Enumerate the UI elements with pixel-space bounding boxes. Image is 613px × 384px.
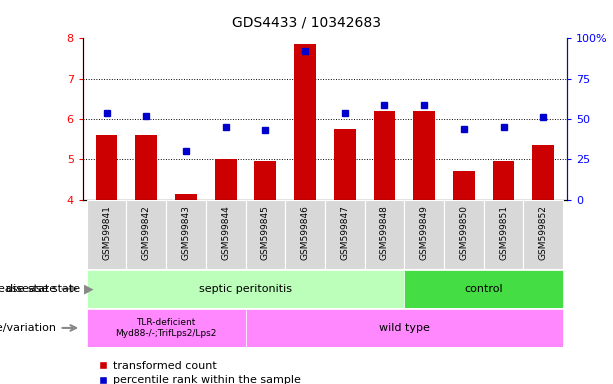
Text: ▶: ▶ bbox=[80, 282, 93, 295]
Bar bbox=[215, 159, 237, 200]
Text: disease state: disease state bbox=[0, 284, 56, 294]
Bar bbox=[135, 135, 157, 200]
FancyBboxPatch shape bbox=[365, 200, 405, 269]
FancyBboxPatch shape bbox=[444, 200, 484, 269]
Text: GSM599845: GSM599845 bbox=[261, 205, 270, 260]
FancyBboxPatch shape bbox=[86, 309, 245, 347]
FancyBboxPatch shape bbox=[86, 270, 405, 308]
Bar bbox=[413, 111, 435, 200]
Legend: transformed count, percentile rank within the sample: transformed count, percentile rank withi… bbox=[94, 356, 306, 384]
Text: septic peritonitis: septic peritonitis bbox=[199, 284, 292, 294]
Text: control: control bbox=[465, 284, 503, 294]
Text: GSM599846: GSM599846 bbox=[300, 205, 310, 260]
FancyBboxPatch shape bbox=[86, 200, 126, 269]
Bar bbox=[254, 161, 276, 200]
Bar bbox=[373, 111, 395, 200]
Text: GSM599847: GSM599847 bbox=[340, 205, 349, 260]
FancyBboxPatch shape bbox=[245, 309, 563, 347]
FancyBboxPatch shape bbox=[405, 200, 444, 269]
Bar bbox=[96, 135, 118, 200]
Text: GSM599844: GSM599844 bbox=[221, 205, 230, 260]
Text: TLR-deficient
Myd88-/-;TrifLps2/Lps2: TLR-deficient Myd88-/-;TrifLps2/Lps2 bbox=[115, 318, 217, 338]
Text: GDS4433 / 10342683: GDS4433 / 10342683 bbox=[232, 15, 381, 29]
Text: disease state: disease state bbox=[6, 284, 80, 294]
Text: wild type: wild type bbox=[379, 323, 430, 333]
Bar bbox=[453, 171, 474, 200]
Text: GSM599848: GSM599848 bbox=[380, 205, 389, 260]
FancyBboxPatch shape bbox=[166, 200, 206, 269]
Text: GSM599850: GSM599850 bbox=[459, 205, 468, 260]
FancyBboxPatch shape bbox=[245, 200, 285, 269]
Bar bbox=[493, 161, 514, 200]
Text: GSM599852: GSM599852 bbox=[539, 205, 547, 260]
Text: genotype/variation: genotype/variation bbox=[0, 323, 56, 333]
FancyBboxPatch shape bbox=[524, 200, 563, 269]
Text: GSM599851: GSM599851 bbox=[499, 205, 508, 260]
Bar bbox=[334, 129, 356, 200]
Text: GSM599842: GSM599842 bbox=[142, 205, 151, 260]
FancyBboxPatch shape bbox=[405, 270, 563, 308]
Bar bbox=[294, 45, 316, 200]
Text: GSM599841: GSM599841 bbox=[102, 205, 111, 260]
Text: GSM599849: GSM599849 bbox=[420, 205, 428, 260]
FancyBboxPatch shape bbox=[126, 200, 166, 269]
Text: GSM599843: GSM599843 bbox=[181, 205, 191, 260]
FancyBboxPatch shape bbox=[325, 200, 365, 269]
Bar bbox=[175, 194, 197, 200]
FancyBboxPatch shape bbox=[484, 200, 524, 269]
Bar bbox=[532, 145, 554, 200]
FancyBboxPatch shape bbox=[285, 200, 325, 269]
FancyBboxPatch shape bbox=[206, 200, 245, 269]
